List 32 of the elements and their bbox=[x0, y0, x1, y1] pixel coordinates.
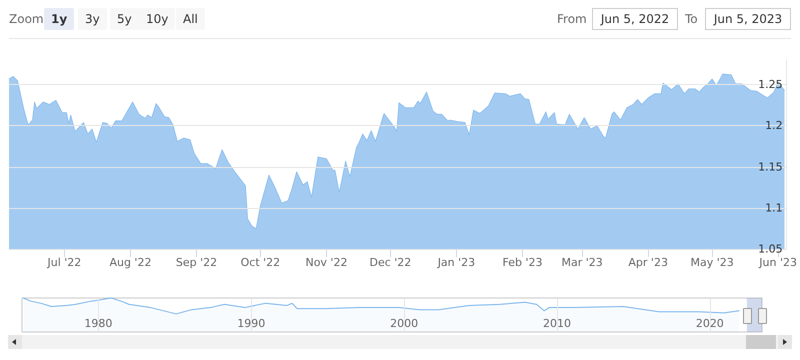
y-tick-label: 1.05 bbox=[758, 242, 783, 256]
x-tick-label: Mar '23 bbox=[561, 256, 603, 269]
text: 10y bbox=[139, 8, 176, 30]
text: 1y bbox=[44, 8, 74, 30]
x-tick-label: Sep '22 bbox=[176, 256, 218, 269]
x-tick-label: Jun '23 bbox=[758, 256, 798, 269]
x-tick-label: Dec '22 bbox=[369, 256, 412, 269]
text: 5y bbox=[110, 8, 139, 30]
y-tick-label: 1.15 bbox=[758, 160, 783, 174]
date-field: Jun 5, 2022 bbox=[592, 8, 678, 30]
x-tick-label: May '23 bbox=[690, 256, 734, 269]
x-tick-label: 1990 bbox=[237, 317, 266, 330]
text: Zoom bbox=[9, 11, 44, 28]
text: All bbox=[176, 8, 205, 30]
x-tick-label: Nov '22 bbox=[305, 256, 348, 269]
x-tick-label: 1980 bbox=[84, 317, 112, 330]
x-tick-label: Jan '23 bbox=[436, 256, 476, 269]
x-tick-label: 2020 bbox=[696, 317, 724, 330]
text: To bbox=[685, 11, 698, 28]
y-tick-label: 1.2 bbox=[765, 119, 783, 132]
x-tick-label: 2010 bbox=[542, 317, 571, 330]
x-tick-label: Apr '23 bbox=[628, 256, 668, 269]
x-tick-label: Oct '22 bbox=[240, 256, 280, 269]
x-tick-label: 2000 bbox=[390, 317, 418, 330]
text: From bbox=[557, 11, 587, 28]
text: 3y bbox=[78, 8, 107, 30]
date-field: Jun 5, 2023 bbox=[705, 8, 791, 30]
x-tick-label: Jul '22 bbox=[46, 256, 82, 269]
y-tick-label: 1.1 bbox=[765, 201, 783, 214]
y-tick-label: 1.25 bbox=[758, 78, 783, 92]
x-tick-label: Aug '22 bbox=[109, 256, 152, 269]
x-tick-label: Feb '23 bbox=[502, 256, 542, 269]
